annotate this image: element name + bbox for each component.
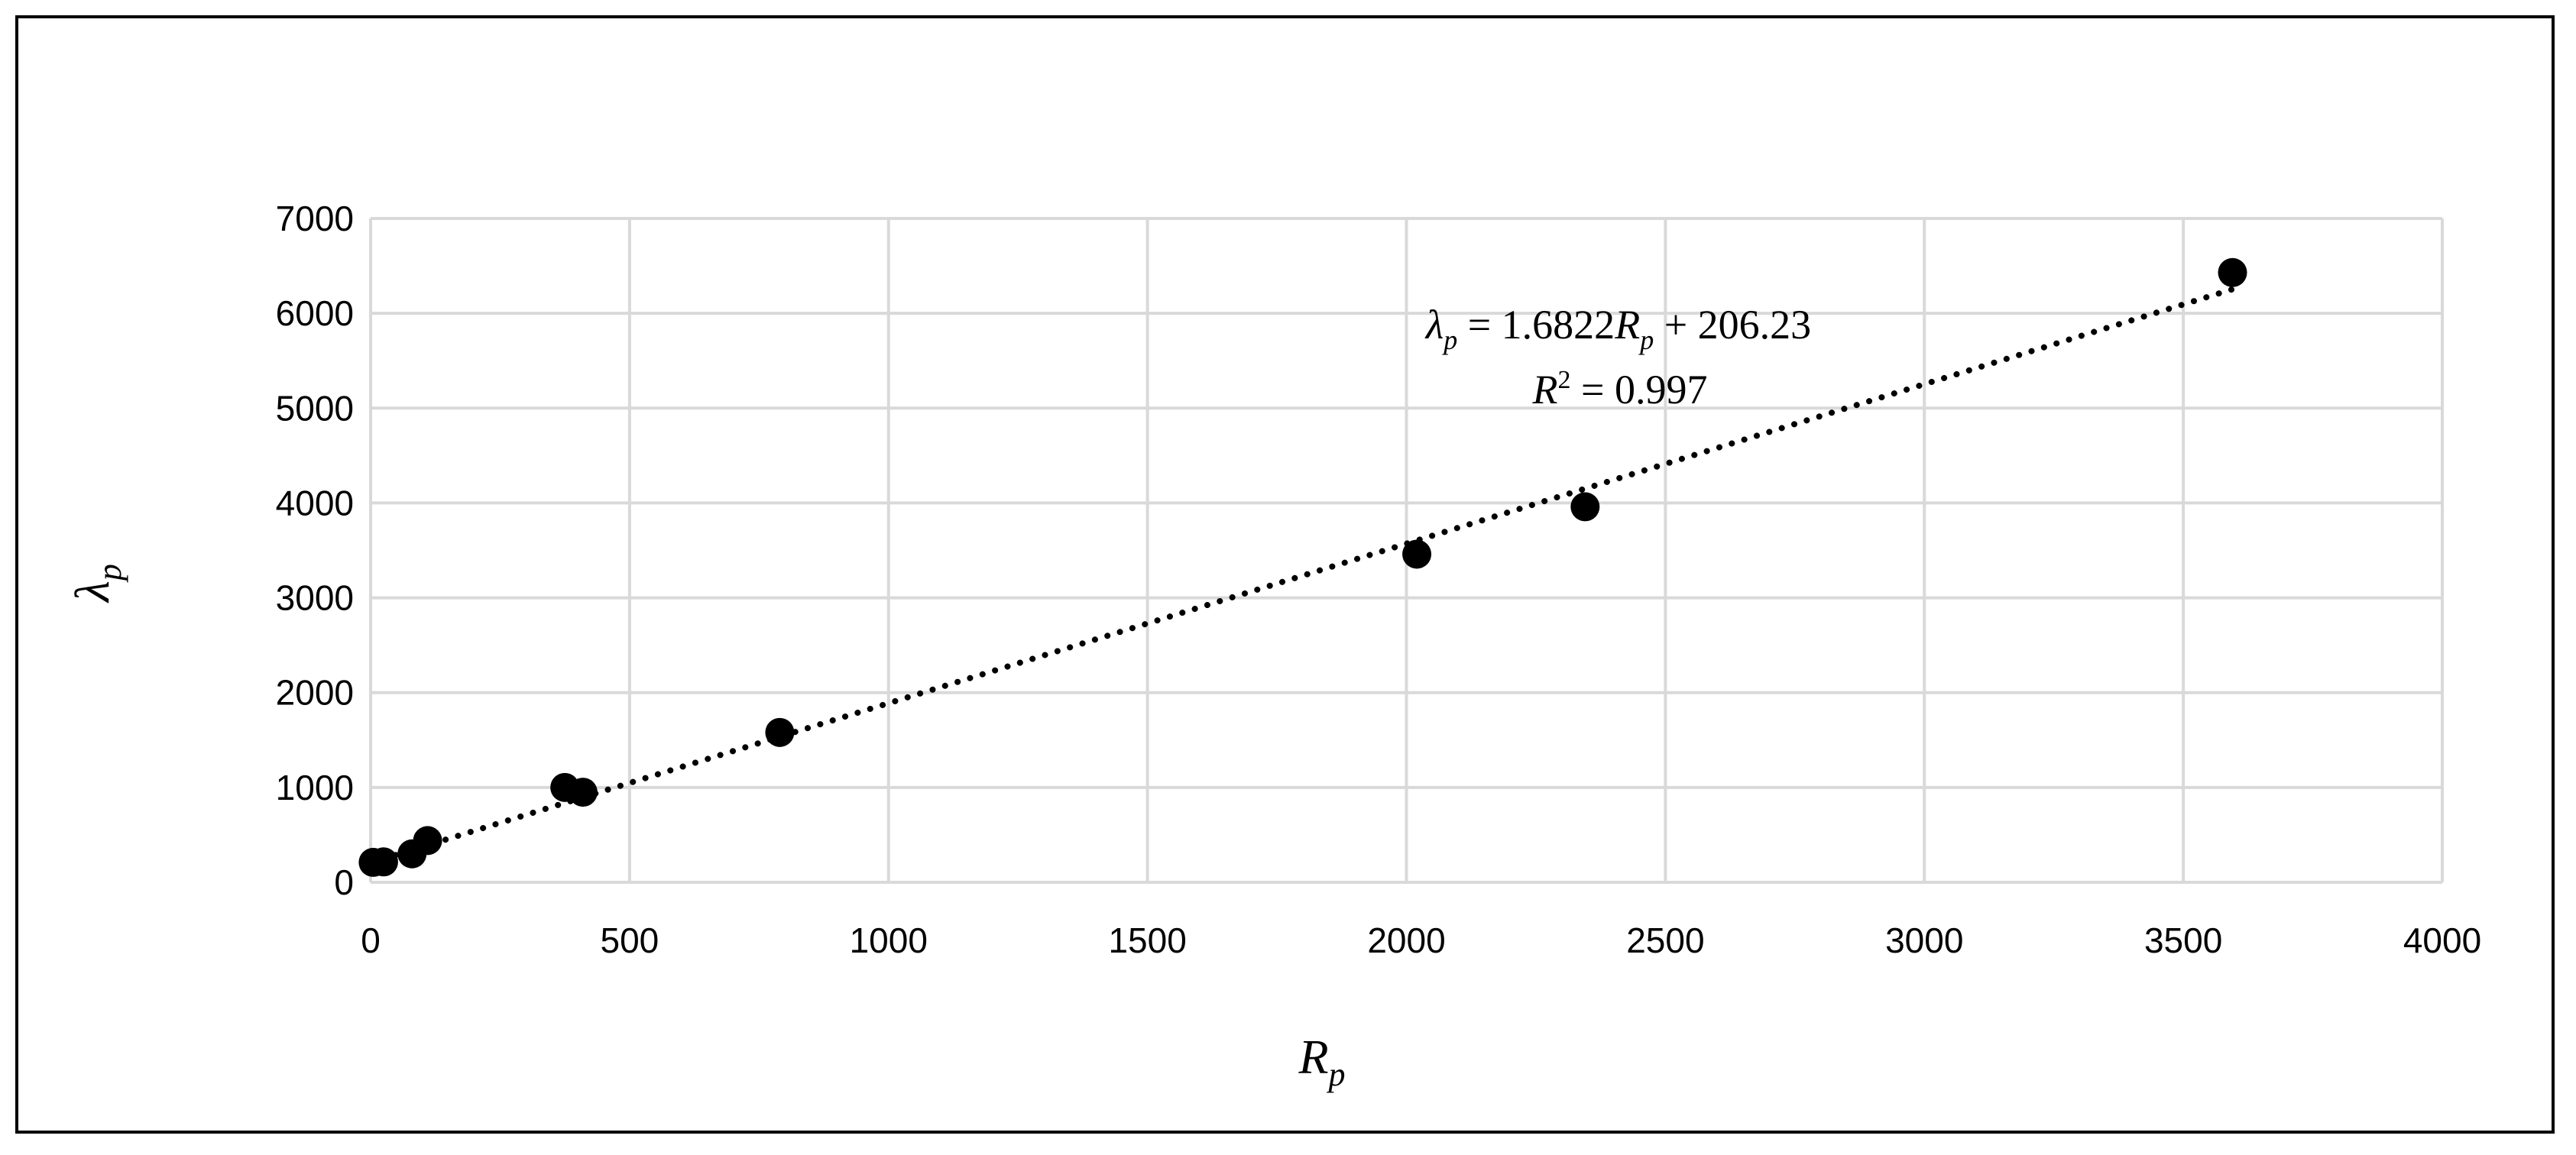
- x-tick-label: 0: [361, 920, 381, 960]
- y-tick-label: 7000: [276, 199, 354, 238]
- figure-frame: [15, 15, 2555, 1134]
- y-axis-title: λp: [65, 564, 128, 603]
- y-tick-label: 0: [334, 862, 354, 902]
- y-tick-label: 2000: [276, 673, 354, 713]
- y-tick-label: 4000: [276, 483, 354, 522]
- data-point: [1570, 492, 1600, 522]
- trendline-group: [368, 286, 2236, 866]
- data-point: [568, 778, 598, 807]
- x-tick-labels: 0 500 1000 1500 2000 2500 3000 3500 4000: [361, 920, 2481, 960]
- r-squared-label: R2 = 0.997: [1532, 366, 1708, 412]
- x-tick-label: 500: [601, 920, 659, 960]
- trendline: [368, 286, 2236, 866]
- trendline-equation: λp = 1.6822Rp + 206.23: [1424, 302, 1811, 355]
- x-tick-label: 1000: [850, 920, 928, 960]
- data-point: [765, 717, 795, 747]
- x-tick-label: 2000: [1367, 920, 1445, 960]
- y-tick-labels: 0 1000 2000 3000 4000 5000 6000 7000: [276, 199, 354, 902]
- data-point: [368, 847, 398, 877]
- x-tick-label: 3500: [2144, 920, 2222, 960]
- y-tick-label: 5000: [276, 388, 354, 428]
- x-tick-label: 1500: [1108, 920, 1186, 960]
- x-tick-label: 4000: [2403, 920, 2481, 960]
- y-tick-label: 6000: [276, 293, 354, 333]
- data-point: [1402, 539, 1432, 569]
- y-tick-label: 3000: [276, 578, 354, 618]
- data-points: [358, 257, 2247, 877]
- x-tick-label: 2500: [1626, 920, 1704, 960]
- data-point: [413, 826, 442, 856]
- data-point: [2218, 257, 2247, 287]
- x-axis-title: Rp: [1298, 1030, 1345, 1093]
- grid-lines: [369, 217, 2444, 884]
- x-tick-label: 3000: [1885, 920, 1963, 960]
- y-tick-label: 1000: [276, 768, 354, 807]
